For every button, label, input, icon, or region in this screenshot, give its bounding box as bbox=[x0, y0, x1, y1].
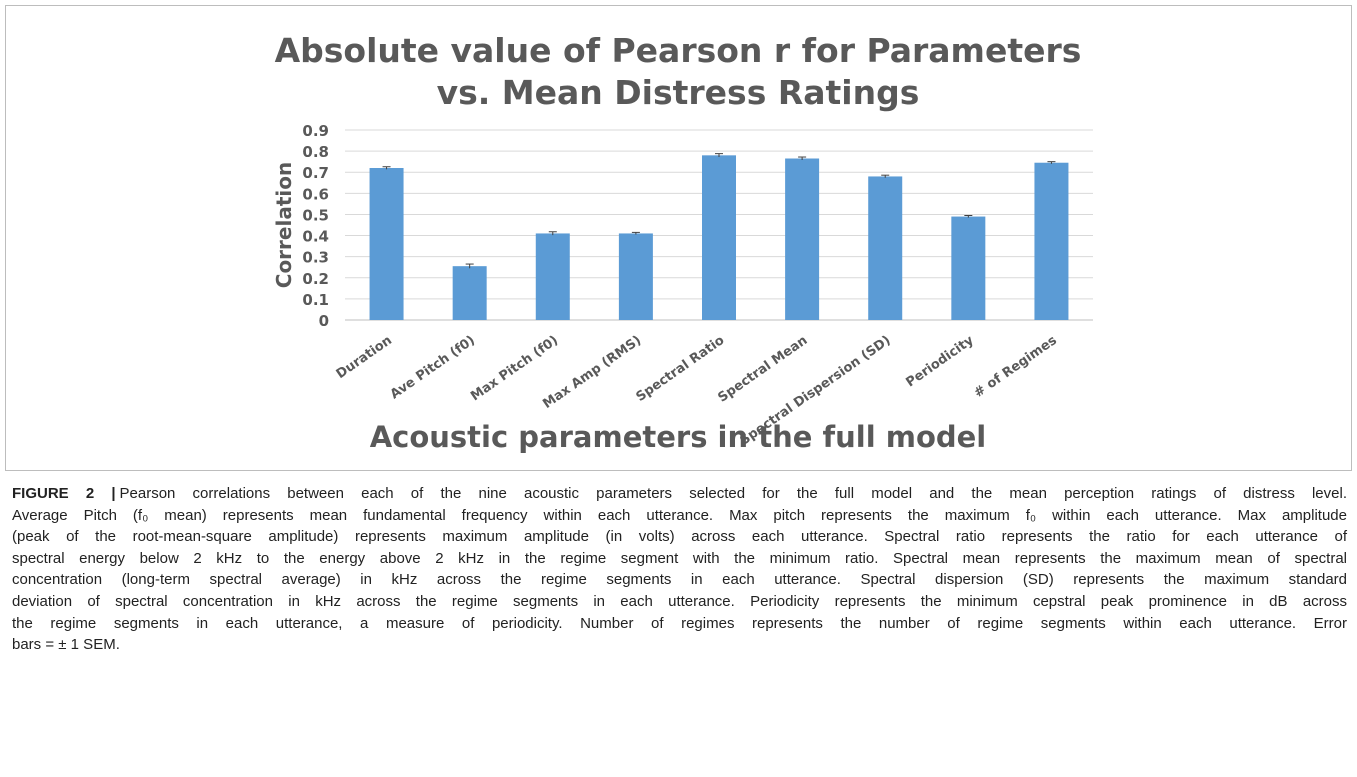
bar bbox=[702, 155, 736, 320]
caption-text: bars = ± 1 SEM. bbox=[12, 636, 120, 654]
y-tick-label: 0.7 bbox=[302, 164, 329, 182]
y-tick-label: 0.3 bbox=[302, 249, 329, 267]
caption-line: spectral energy below 2 kHz to the energ… bbox=[12, 548, 1347, 570]
chart: Absolute value of Pearson r for Paramete… bbox=[272, 31, 1093, 454]
bar bbox=[452, 266, 487, 320]
bar bbox=[618, 233, 653, 320]
caption-text: concentration (long-term spectral averag… bbox=[12, 571, 1347, 589]
caption-text: Pearson correlations between each of the… bbox=[119, 485, 1347, 502]
x-tick-label: # of Regimes bbox=[971, 333, 1059, 401]
bar bbox=[785, 158, 820, 320]
caption-line: (peak of the root-mean-square amplitude)… bbox=[12, 526, 1347, 548]
y-tick-label: 0.9 bbox=[302, 122, 329, 140]
caption-line: the regime segments in each utterance, a… bbox=[12, 613, 1347, 635]
y-axis-label: Correlation bbox=[272, 162, 296, 288]
x-tick-label: Spectral Ratio bbox=[634, 333, 728, 405]
y-tick-label: 0 bbox=[319, 312, 329, 330]
caption-line: FIGURE 2 | Pearson correlations between e… bbox=[12, 483, 1347, 505]
x-tick-label: Periodicity bbox=[904, 333, 978, 391]
bar bbox=[369, 168, 404, 320]
y-tick-label: 0.2 bbox=[302, 270, 329, 288]
caption-label: FIGURE 2 | bbox=[12, 485, 116, 502]
caption-text: Average Pitch (f₀ mean) represents mean … bbox=[12, 506, 1347, 524]
y-tick-label: 0.8 bbox=[302, 143, 329, 161]
figure-frame bbox=[5, 5, 1352, 471]
caption-text: (peak of the root-mean-square amplitude)… bbox=[12, 528, 1347, 546]
caption-line: concentration (long-term spectral averag… bbox=[12, 569, 1347, 591]
y-tick-label: 0.4 bbox=[302, 228, 329, 246]
caption: FIGURE 2 | Pearson correlations between e… bbox=[12, 483, 1347, 656]
caption-text: spectral energy below 2 kHz to the energ… bbox=[12, 549, 1347, 567]
x-tick-label: Max Pitch (f0) bbox=[468, 333, 561, 404]
y-tick-label: 0.5 bbox=[302, 206, 329, 224]
x-tick-label: Ave Pitch (f0) bbox=[388, 333, 478, 402]
y-tick-label: 0.6 bbox=[302, 185, 329, 203]
bar bbox=[951, 216, 986, 320]
caption-text: deviation of spectral concentration in k… bbox=[12, 592, 1347, 610]
caption-line: Average Pitch (f₀ mean) represents mean … bbox=[12, 505, 1347, 527]
caption-line: bars = ± 1 SEM. bbox=[12, 634, 1347, 656]
bar bbox=[535, 233, 570, 320]
bar bbox=[868, 176, 903, 320]
x-axis-label: Acoustic parameters in the full model bbox=[370, 420, 987, 454]
y-tick-label: 0.1 bbox=[302, 291, 329, 309]
bar bbox=[1034, 162, 1069, 320]
chart-title: vs. Mean Distress Ratings bbox=[437, 73, 920, 112]
caption-text: the regime segments in each utterance, a… bbox=[12, 614, 1347, 632]
x-tick-label: Duration bbox=[334, 333, 395, 382]
caption-line: deviation of spectral concentration in k… bbox=[12, 591, 1347, 613]
chart-title: Absolute value of Pearson r for Paramete… bbox=[275, 31, 1082, 70]
